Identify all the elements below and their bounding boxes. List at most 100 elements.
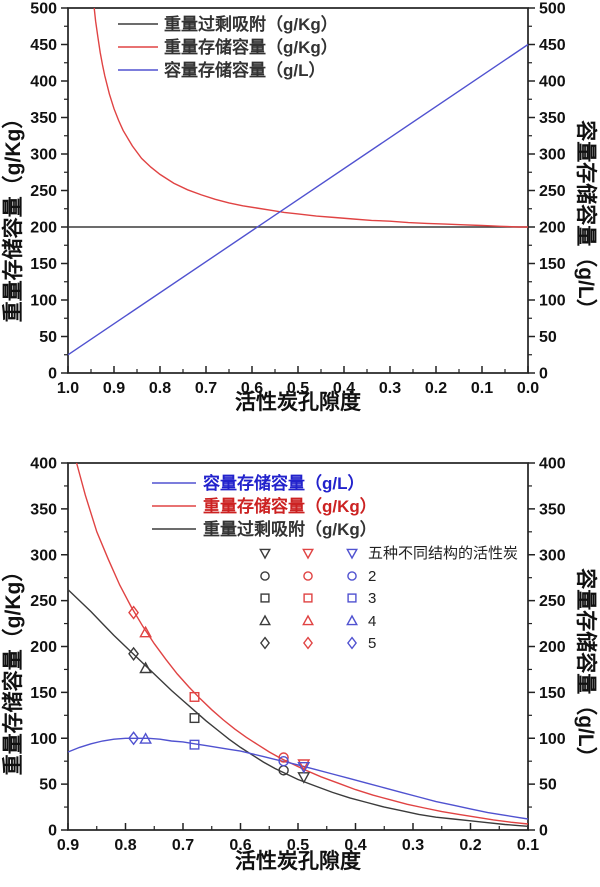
- y-tick-label-right: 50: [539, 777, 557, 794]
- diamond-marker: [347, 636, 357, 650]
- bottom-chart: 0.9 0.8 0.7 0.6 0.5 0.4 0.3 0.2 0.10501001502002…: [1, 456, 598, 874]
- x-tick-label: 0.4: [344, 837, 366, 854]
- y-tick-label-left: 50: [39, 777, 57, 794]
- data-point-square-blue: [189, 739, 200, 750]
- y-axis-title-right: 容量存储容量（g/L）: [574, 120, 598, 320]
- y-tick-label-right: 100: [539, 731, 566, 748]
- x-axis: 0.9 0.8 0.7 0.6 0.5 0.4 0.3 0.2 0.1: [57, 823, 539, 854]
- x-tick-label: 0.2: [425, 380, 447, 397]
- square-marker: [347, 593, 357, 603]
- data-point-diamond-red: [128, 605, 139, 620]
- series-line-blue: [67, 43, 529, 356]
- y-tick-label-right: 350: [539, 110, 566, 127]
- x-tick-label: 0.4: [333, 380, 355, 397]
- x-axis-title: 活性炭孔隙度: [235, 849, 361, 873]
- x-tick-label: 0.7: [172, 837, 194, 854]
- series-line-blue: [67, 737, 529, 820]
- marker-legend-row: 5: [260, 635, 376, 652]
- y-tick-label-left: 400: [30, 74, 57, 91]
- y-tick-label-left: 100: [30, 293, 57, 310]
- y-tick-label-right: 150: [539, 256, 566, 273]
- y-tick-label-right: 0: [539, 823, 548, 840]
- y-axis-title-left: 重量存储容量（g/Kg）: [1, 108, 25, 323]
- y-tick-label-right: 450: [539, 37, 566, 54]
- y-axis-right: 0 50 100 150 200 250 300 350 400: [528, 456, 566, 840]
- x-tick-label: 0.3: [402, 837, 424, 854]
- y-tick-label-left: 200: [30, 639, 57, 656]
- marker-legend: 五种不同结构的活性炭 2 3 4 5: [259, 545, 518, 652]
- y-tick-label-left: 450: [30, 37, 57, 54]
- x-tick-label: 0.5: [287, 837, 309, 854]
- data-point-circle-blue: [278, 755, 289, 767]
- legend-label-red: 重量存储容量（g/Kg）: [164, 37, 338, 57]
- marker-legend-label: 4: [368, 613, 376, 630]
- data-point-triangle-up-red: [139, 625, 152, 638]
- x-tick-label: 0.6: [229, 837, 251, 854]
- triangle-down-marker: [302, 548, 314, 560]
- series-line-black: [67, 589, 529, 827]
- circle-marker: [303, 571, 313, 581]
- data-point-diamond-black: [128, 646, 139, 661]
- y-tick-label-left: 250: [30, 183, 57, 200]
- line-legend: 重量过剩吸附（g/Kg） 重量存储容量（g/Kg） 容量存储容量（g/L）: [118, 14, 338, 80]
- data-point-square-black: [189, 713, 200, 724]
- x-tick-label: 0.9: [57, 837, 79, 854]
- y-tick-label-left: 150: [30, 685, 57, 702]
- data-point-triangle-down-red: [297, 759, 311, 771]
- y-tick-label-right: 200: [539, 639, 566, 656]
- x-tick-label: 0.1: [471, 380, 493, 397]
- y-tick-label-left: 50: [39, 329, 57, 346]
- marker-legend-row: 五种不同结构的活性炭: [259, 545, 518, 562]
- data-point-diamond-blue: [128, 731, 139, 746]
- circle-marker: [260, 571, 270, 581]
- y-tick-label-left: 200: [30, 220, 57, 237]
- y-tick-label-left: 300: [30, 547, 57, 564]
- marker-legend-label: 5: [368, 635, 376, 652]
- marker-legend-label: 2: [368, 568, 376, 585]
- legend-label-black: 重量过剩吸附（g/Kg）: [164, 14, 338, 34]
- x-axis-title: 活性炭孔隙度: [235, 390, 361, 414]
- x-tick-label: 0.7: [195, 380, 217, 397]
- legend-label-blue: 容量存储容量（g/L）: [203, 473, 365, 493]
- data-point-circle-red: [278, 752, 289, 763]
- y-tick-label-right: 400: [539, 74, 566, 91]
- x-tick-label: 0.0: [517, 380, 539, 397]
- y-axis-right: 0 50 100 150 200 250 300 350 400 450 500: [528, 1, 566, 383]
- x-tick-label: 0.5: [287, 380, 309, 397]
- triangle-down-marker: [346, 548, 358, 560]
- x-axis: 1.0 0.9 0.8 0.7 0.6 0.5 0.4 0.3 0.2 0.1 0.0: [57, 366, 539, 397]
- triangle-down-marker: [259, 548, 271, 560]
- triangle-up-marker: [259, 614, 271, 626]
- data-point-triangle-up-black: [139, 661, 152, 674]
- y-tick-label-left: 0: [48, 366, 57, 383]
- y-tick-label-left: 100: [30, 731, 57, 748]
- y-axis-left: 0 50 100 150 200 250 300 350 400 450 500: [30, 1, 68, 383]
- y-tick-label-right: 350: [539, 501, 566, 518]
- marker-legend-label: 3: [368, 590, 376, 607]
- y-tick-label-right: 400: [539, 456, 566, 473]
- series-line-red: [75, 462, 529, 825]
- legend-label-black: 重量过剩吸附（g/Kg）: [203, 519, 377, 539]
- y-tick-label-right: 100: [539, 293, 566, 310]
- y-tick-label-right: 200: [539, 220, 566, 237]
- line-legend: 容量存储容量（g/L） 重量存储容量（g/Kg） 重量过剩吸附（g/Kg）: [152, 473, 377, 539]
- series-line-red: [93, 7, 528, 228]
- legend-label-red: 重量存储容量（g/Kg）: [203, 496, 377, 516]
- y-tick-label-left: 350: [30, 501, 57, 518]
- x-tick-label: 0.9: [103, 380, 125, 397]
- data-point-triangle-up-blue: [139, 732, 152, 744]
- y-tick-label-right: 150: [539, 685, 566, 702]
- data-point-triangle-down-blue: [297, 762, 311, 774]
- y-tick-label-right: 50: [539, 329, 557, 346]
- y-axis-title-right: 容量存储容量（g/L）: [574, 568, 598, 768]
- y-tick-label-left: 300: [30, 147, 57, 164]
- marker-legend-label: 五种不同结构的活性炭: [368, 545, 518, 562]
- y-tick-label-left: 150: [30, 256, 57, 273]
- x-tick-label: 0.2: [459, 837, 481, 854]
- x-tick-label: 0.3: [379, 380, 401, 397]
- plot-box: [67, 462, 529, 831]
- marker-legend-row: 2: [260, 568, 376, 585]
- y-tick-label-left: 350: [30, 110, 57, 127]
- square-marker: [260, 593, 270, 603]
